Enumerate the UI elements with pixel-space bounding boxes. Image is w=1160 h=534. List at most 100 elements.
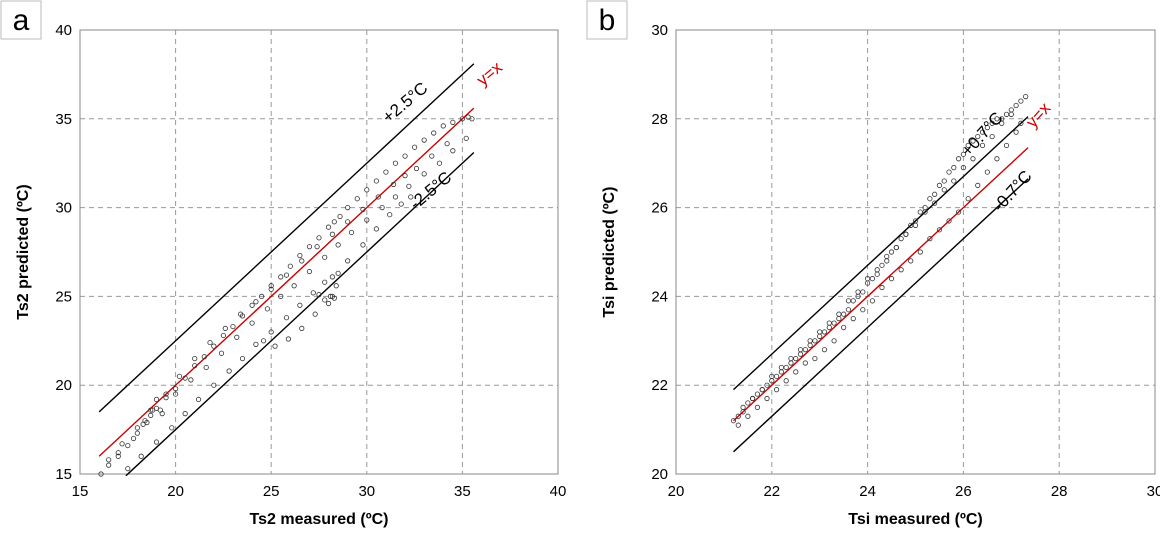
data-point bbox=[345, 205, 351, 211]
data-point bbox=[134, 425, 140, 431]
data-point bbox=[936, 227, 943, 233]
data-point bbox=[354, 196, 360, 202]
data-point bbox=[951, 178, 957, 184]
data-point bbox=[1013, 129, 1019, 135]
y-tick-label: 30 bbox=[651, 22, 668, 39]
data-point bbox=[946, 218, 952, 224]
data-point bbox=[345, 258, 351, 264]
data-point bbox=[965, 196, 971, 202]
data-point bbox=[163, 395, 169, 401]
data-point bbox=[234, 334, 240, 340]
y-tick-label: 20 bbox=[651, 466, 668, 483]
data-point bbox=[153, 439, 160, 445]
data-point bbox=[903, 231, 909, 237]
data-point bbox=[956, 156, 962, 162]
data-point bbox=[306, 268, 313, 275]
data-point bbox=[188, 377, 194, 383]
data-point bbox=[333, 283, 339, 289]
y-tick-label: 26 bbox=[651, 200, 668, 217]
data-point bbox=[956, 209, 962, 215]
data-point bbox=[436, 160, 443, 166]
data-point bbox=[450, 148, 456, 154]
data-point bbox=[951, 165, 957, 171]
data-point bbox=[1018, 98, 1024, 104]
data-point bbox=[226, 368, 232, 374]
data-point bbox=[125, 466, 131, 472]
x-tick-label: 28 bbox=[1051, 483, 1068, 500]
data-point bbox=[392, 160, 399, 166]
data-point bbox=[325, 224, 332, 230]
data-point bbox=[373, 178, 379, 184]
identity-line bbox=[98, 107, 475, 457]
x-axis-label: Ts2 measured (ºC) bbox=[250, 511, 389, 528]
data-point bbox=[249, 320, 255, 326]
data-point bbox=[927, 196, 933, 202]
data-point bbox=[260, 338, 267, 344]
data-point bbox=[176, 373, 183, 379]
data-point bbox=[106, 462, 112, 468]
x-axis-label: Tsi measured (ºC) bbox=[848, 511, 982, 528]
x-tick-label: 26 bbox=[955, 483, 972, 500]
data-point bbox=[793, 369, 799, 375]
data-point bbox=[773, 387, 780, 393]
data-point bbox=[836, 311, 842, 317]
data-point bbox=[1013, 102, 1019, 109]
data-point bbox=[379, 205, 385, 211]
data-point bbox=[946, 169, 952, 175]
data-point bbox=[413, 165, 420, 172]
data-point bbox=[278, 274, 284, 280]
data-point bbox=[845, 307, 852, 313]
data-point bbox=[192, 363, 198, 369]
x-tick-label: 40 bbox=[550, 483, 567, 500]
data-point bbox=[238, 311, 244, 317]
x-tick-label: 30 bbox=[1147, 483, 1160, 500]
data-point bbox=[764, 395, 770, 402]
data-point bbox=[440, 123, 446, 129]
x-tick-label: 35 bbox=[454, 483, 471, 500]
data-point bbox=[735, 422, 741, 428]
data-point bbox=[975, 182, 981, 188]
data-point bbox=[1003, 142, 1010, 149]
data-point bbox=[297, 302, 303, 308]
data-point bbox=[912, 222, 919, 228]
data-point bbox=[297, 252, 303, 259]
data-point bbox=[764, 382, 770, 388]
x-tick-label: 20 bbox=[668, 483, 685, 500]
data-point bbox=[841, 324, 847, 331]
data-point bbox=[941, 187, 947, 193]
panel-letter-box bbox=[0, 0, 42, 40]
lower-bound-line bbox=[733, 178, 1029, 453]
data-point bbox=[979, 142, 986, 149]
y-tick-label: 25 bbox=[55, 288, 72, 305]
data-point bbox=[182, 375, 188, 381]
data-point bbox=[932, 200, 938, 206]
data-point bbox=[864, 276, 871, 282]
y-tick-label: 24 bbox=[651, 288, 668, 305]
data-point bbox=[745, 400, 751, 406]
data-point bbox=[348, 229, 355, 236]
data-point bbox=[754, 404, 761, 410]
data-point bbox=[788, 355, 794, 362]
data-point bbox=[908, 258, 914, 264]
data-point bbox=[327, 293, 334, 299]
data-point bbox=[855, 289, 861, 295]
data-point bbox=[134, 430, 140, 436]
data-point bbox=[402, 173, 408, 179]
data-point bbox=[402, 153, 408, 159]
y-tick-label: 28 bbox=[651, 111, 668, 128]
data-point bbox=[268, 283, 274, 289]
data-point bbox=[316, 292, 322, 298]
data-point bbox=[230, 323, 236, 330]
data-point bbox=[860, 307, 866, 313]
data-point bbox=[192, 355, 198, 362]
data-point bbox=[960, 165, 967, 171]
data-point bbox=[936, 182, 943, 188]
data-point bbox=[335, 270, 341, 276]
data-point bbox=[730, 418, 737, 424]
data-point bbox=[329, 274, 335, 280]
data-point bbox=[797, 347, 804, 353]
data-point bbox=[387, 212, 393, 218]
data-point bbox=[173, 391, 179, 397]
data-point bbox=[264, 306, 270, 312]
